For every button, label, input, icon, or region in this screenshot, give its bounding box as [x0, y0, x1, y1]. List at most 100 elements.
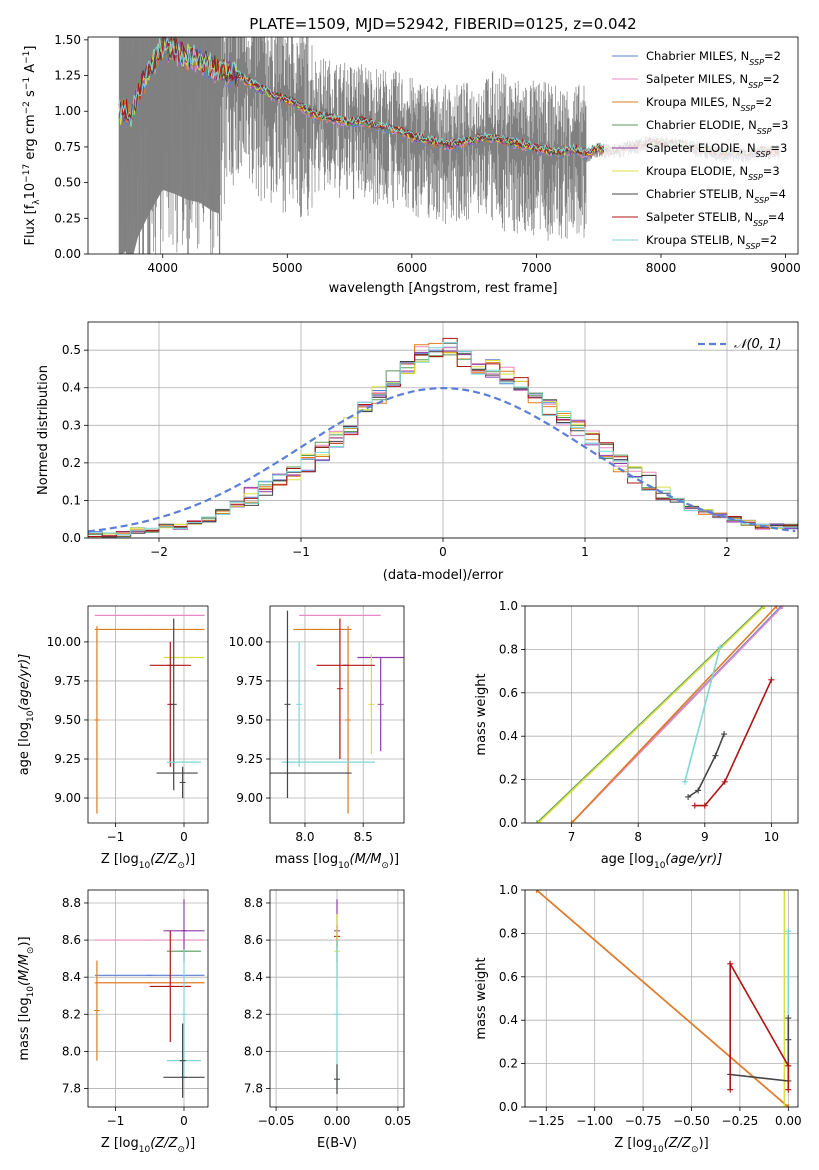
mass-weight-line-1 — [536, 890, 789, 1107]
legend-entry: Salpeter STELIB, NSSP=4 — [646, 210, 785, 228]
label-part: 10 — [338, 861, 350, 871]
mass-weight-line-5 — [684, 646, 721, 783]
label-part: −1 — [22, 51, 32, 64]
y-tick-label: 9.25 — [54, 752, 81, 766]
axes-frame — [524, 889, 799, 1108]
label-part: 10 — [139, 861, 151, 871]
errorbar-plot-area — [93, 614, 205, 814]
mass-weight-marker — [779, 606, 786, 609]
legend-tail: =3 — [763, 164, 780, 178]
mass-weight-line-3 — [536, 606, 764, 823]
legend-tail: =3 — [772, 118, 789, 132]
legend-sub: SSP — [748, 173, 763, 182]
mass-weight-marker — [785, 928, 792, 935]
line-plot-area — [533, 606, 786, 823]
mass-vs-metallicity-axes: −1 07.88.08.28.48.68.8Z [log10(Z/Z⊙)]mass… — [17, 889, 209, 1155]
label-part: (M/M — [350, 852, 382, 867]
legend-text: Kroupa ELODIE, N — [646, 164, 748, 178]
y-tick-label: 9.25 — [236, 752, 263, 766]
mass-weight-marker — [781, 890, 788, 893]
y-tick-label: 1.25 — [54, 69, 81, 83]
label-part: age [log — [601, 852, 654, 867]
errorbar-plot-area — [334, 899, 340, 1095]
y-tick-label: 0.0 — [62, 531, 81, 545]
x-axis-label: age [log10(age/yr)] — [601, 852, 723, 871]
mass-weight-marker — [533, 820, 540, 823]
x-tick-label: −0.25 — [722, 1114, 759, 1128]
mass-weight-marker — [785, 1104, 792, 1107]
y-tick-label: 0.2 — [62, 456, 81, 470]
mass-weight-marker — [533, 890, 540, 893]
y-tick-label: 8.2 — [62, 1007, 81, 1021]
x-axis-label: Z [log10(Z/Z⊙)] — [101, 852, 195, 871]
x-tick-label: 9000 — [770, 261, 801, 275]
legend-text: Salpeter ELODIE, N — [646, 141, 756, 155]
axes-frame — [524, 605, 799, 824]
mass-weight-marker — [721, 731, 728, 738]
y-tick-label: 9.50 — [54, 713, 81, 727]
label-part: )] — [185, 1136, 195, 1151]
label-part: s — [23, 90, 38, 101]
y-tick-label: 0.2 — [499, 1057, 518, 1071]
x-tick-label: −1 — [107, 830, 125, 844]
label-part: Z [log — [101, 1136, 139, 1151]
y-axis-label: Flux [fλ10−17 erg cm−2 s−1 A−1] — [22, 46, 42, 246]
label-part: Z [log — [614, 1136, 652, 1151]
label-part: )] — [389, 852, 399, 867]
mass-weight-marker — [727, 960, 734, 967]
label-part: ⊙ — [177, 861, 185, 871]
y-tick-label: 8.6 — [62, 933, 81, 947]
label-part: age [log — [17, 722, 32, 775]
x-tick-label: 10 — [764, 830, 779, 844]
mass-weight-marker — [768, 676, 775, 683]
y-axis-label: age [log10(age/yr)] — [17, 654, 36, 776]
y-tick-label: 0.4 — [62, 381, 81, 395]
y-tick-label: 0.0 — [499, 1100, 518, 1114]
legend-sub: SSP — [756, 150, 771, 159]
mass-weight-marker — [691, 802, 698, 809]
label-part: (M/M — [17, 954, 32, 986]
figure-title: PLATE=1509, MJD=52942, FIBERID=0125, z=0… — [249, 15, 636, 33]
legend-tail: =4 — [769, 187, 786, 201]
y-tick-label: 8.2 — [244, 1007, 263, 1021]
y-tick-label: 0.25 — [54, 211, 81, 225]
mass-weight-marker — [761, 606, 768, 609]
mass-weight-marker — [568, 820, 575, 823]
x-tick-label: 9 — [701, 830, 709, 844]
mass-weight-marker — [701, 802, 708, 809]
y-tick-label: 0.00 — [54, 247, 81, 261]
x-tick-label: 5000 — [272, 261, 303, 275]
y-tick-label: 1.00 — [54, 104, 81, 118]
gaussian-curve — [88, 386, 796, 533]
label-part: (Z/Z — [150, 852, 178, 867]
residuals-axes: −2 −1 0 1 2 0.0 0.1 0.2 0.3 0.4 0.5 (data-model)/er… — [36, 321, 799, 583]
label-part: Flux [f — [23, 204, 38, 245]
axes-frame — [87, 36, 799, 255]
y-tick-label: 0.8 — [499, 926, 518, 940]
label-part: ⊙ — [691, 1145, 699, 1155]
x-tick-label: 0 — [180, 1114, 188, 1128]
age-vs-mass-axes: 8.0 8.5 9.00 9.25 9.50 9.75 10.00 mass [log10(M… — [229, 605, 405, 871]
label-part: erg cm — [23, 114, 38, 163]
mass-weight-marker — [717, 644, 724, 651]
legend-tail: =2 — [760, 233, 777, 247]
x-tick-label: 0.00 — [324, 1114, 351, 1128]
label-part: ⊙ — [381, 861, 389, 871]
y-tick-label: 8.4 — [62, 970, 81, 984]
x-axis-label: Z [log10(Z/Z⊙)] — [101, 1136, 195, 1155]
legend-tail: =3 — [770, 141, 787, 155]
legend-text: Kroupa MILES, N — [646, 95, 741, 109]
mass-weight-marker — [695, 787, 702, 794]
legend-entry: Chabrier STELIB, NSSP=4 — [646, 187, 786, 205]
label-part: ⊙ — [26, 947, 36, 955]
y-tick-label: 8.8 — [244, 896, 263, 910]
label-part: −17 — [22, 164, 32, 183]
histogram-plot-area — [88, 337, 798, 538]
x-tick-label: −1 — [107, 1114, 125, 1128]
x-tick-label: 8 — [634, 830, 642, 844]
x-tick-label: −0.50 — [673, 1114, 710, 1128]
y-tick-label: 0.6 — [499, 970, 518, 984]
label-part: (age/yr)] — [665, 852, 722, 867]
y-tick-label: 9.00 — [54, 791, 81, 805]
